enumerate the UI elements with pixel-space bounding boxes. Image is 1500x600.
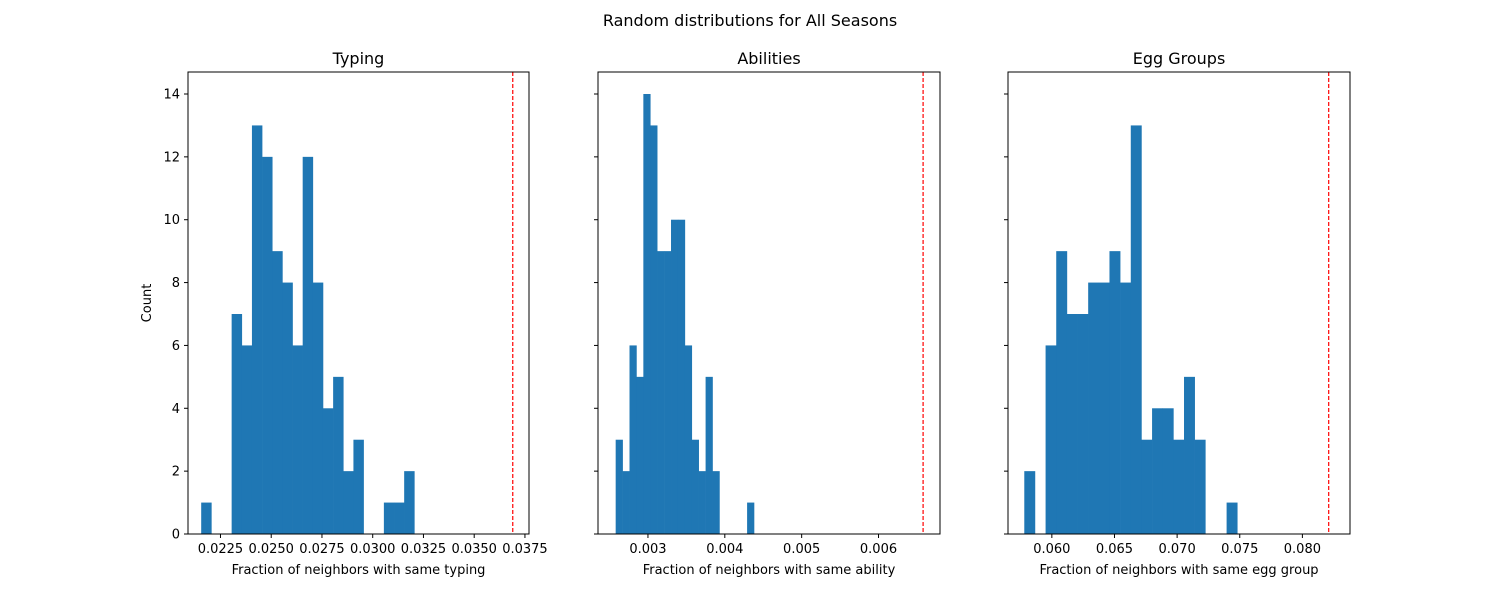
- histogram-bar: [404, 471, 415, 534]
- axes-frame: [187, 71, 530, 535]
- histogram-bar: [1152, 408, 1164, 534]
- histogram-bar: [1226, 502, 1238, 534]
- histogram-bar: [1162, 408, 1174, 534]
- y-tick-label: 0: [172, 528, 180, 543]
- histogram-bar: [1077, 314, 1089, 534]
- histogram-bar: [1024, 471, 1036, 534]
- histogram-bar: [650, 125, 658, 534]
- histogram-bar: [302, 156, 314, 534]
- x-tick-label: 0.0275: [299, 542, 345, 557]
- y-tick-label: 14: [163, 88, 180, 103]
- histogram-bar: [664, 251, 672, 534]
- histogram-bar: [1120, 282, 1132, 534]
- histogram-bar: [747, 502, 755, 534]
- subplot-title: Typing: [332, 49, 385, 68]
- histogram-bar: [343, 471, 354, 534]
- histogram-bar: [698, 471, 706, 534]
- figure-suptitle: Random distributions for All Seasons: [603, 11, 897, 30]
- histogram-bar: [1194, 439, 1206, 534]
- x-tick-label: 0.080: [1284, 542, 1321, 557]
- histogram-bar: [241, 345, 253, 534]
- subplot-typing: 0.0225 0.0250 0.0275 0.0300 0.0325 0.0350 0.03…: [140, 49, 548, 578]
- histogram-bar: [1173, 439, 1185, 534]
- histogram-bar: [231, 314, 243, 534]
- subplot-title: Egg Groups: [1133, 49, 1226, 68]
- histogram-bar: [333, 376, 344, 534]
- histogram-bar: [677, 219, 686, 534]
- x-tick-label: 0.005: [783, 542, 820, 557]
- x-tick-label: 0.070: [1159, 542, 1196, 557]
- histogram-bar: [292, 345, 303, 534]
- axes-frame: [1007, 71, 1351, 535]
- histogram-bar: [353, 439, 364, 534]
- histogram-bar: [1066, 314, 1078, 534]
- histogram-bar: [1184, 376, 1195, 534]
- x-tick-label: 0.0375: [502, 542, 548, 557]
- histogram-bar: [1056, 251, 1068, 534]
- subplot-abilities: 0.003 0.004 0.005 0.006 Abilities Fraction …: [594, 49, 941, 578]
- x-axis-label: Fraction of neighbors with same egg grou…: [1039, 563, 1318, 578]
- histogram-bar: [394, 502, 405, 534]
- histogram-bar: [671, 219, 679, 534]
- histogram-bar: [282, 282, 293, 534]
- y-tick-label: 6: [172, 339, 180, 354]
- x-axis-label: Fraction of neighbors with same typing: [232, 563, 486, 578]
- x-tick-label: 0.003: [629, 542, 666, 557]
- histogram-bar: [684, 345, 693, 534]
- subplot-title: Abilities: [737, 49, 800, 68]
- y-tick-label: 4: [172, 402, 180, 417]
- y-tick-label: 12: [163, 150, 180, 165]
- x-tick-label: 0.060: [1033, 542, 1070, 557]
- histogram-bar: [312, 282, 324, 534]
- y-axis-label: Count: [140, 284, 155, 323]
- histogram-bar: [1141, 439, 1153, 534]
- y-tick-label: 8: [172, 276, 180, 291]
- histogram-bar: [622, 471, 630, 534]
- histogram-bar: [1130, 125, 1142, 534]
- x-tick-label: 0.0325: [401, 542, 447, 557]
- histogram-bar: [705, 376, 713, 534]
- x-tick-label: 0.0225: [198, 542, 244, 557]
- histogram-bar: [643, 94, 651, 534]
- histogram-bar: [1098, 282, 1110, 534]
- histogram-bar: [657, 251, 665, 534]
- axes-frame: [597, 71, 941, 535]
- x-tick-label: 0.0250: [248, 542, 294, 557]
- histogram-bar: [629, 345, 637, 534]
- histogram-bar: [1045, 345, 1057, 534]
- histogram-bar: [712, 471, 720, 534]
- histogram-bar: [636, 376, 644, 534]
- histogram-bar: [201, 502, 212, 534]
- histogram-bar: [322, 408, 334, 534]
- subplot-egg-groups: 0.060 0.065 0.070 0.075 0.080 Egg Groups Fra…: [1004, 49, 1351, 578]
- histogram-bar: [615, 439, 623, 534]
- x-tick-label: 0.006: [860, 542, 897, 557]
- y-tick-label: 2: [172, 465, 180, 480]
- histogram-bar: [251, 125, 263, 534]
- histogram-bar: [262, 156, 273, 534]
- x-tick-label: 0.0300: [350, 542, 396, 557]
- x-axis-label: Fraction of neighbors with same ability: [643, 563, 896, 578]
- x-tick-label: 0.0350: [451, 542, 497, 557]
- histogram-bar: [691, 439, 699, 534]
- histogram-bar: [1088, 282, 1100, 534]
- histogram-bar: [1109, 251, 1121, 534]
- x-tick-label: 0.065: [1096, 542, 1133, 557]
- x-tick-label: 0.004: [706, 542, 743, 557]
- histogram-bar: [383, 502, 395, 534]
- x-tick-label: 0.075: [1221, 542, 1258, 557]
- y-tick-label: 10: [163, 213, 180, 228]
- histogram-bar: [272, 251, 283, 534]
